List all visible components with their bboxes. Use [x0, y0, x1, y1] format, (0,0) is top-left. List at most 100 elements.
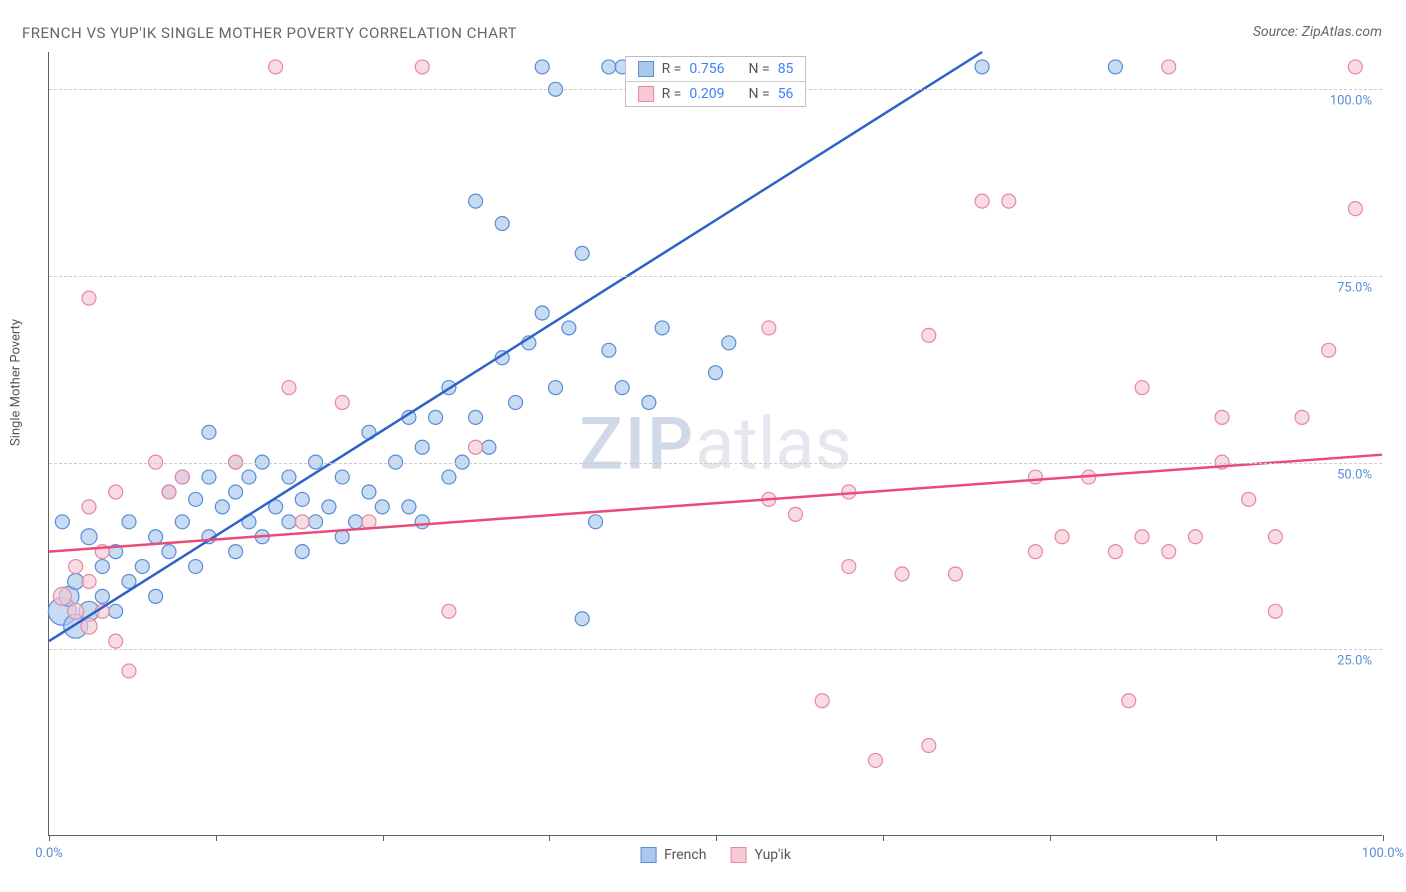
data-point: [1268, 530, 1282, 544]
legend-swatch: [638, 86, 654, 102]
data-point: [1055, 530, 1069, 544]
data-point: [282, 470, 296, 484]
legend-label: Yup'ik: [754, 847, 790, 863]
legend-n-value: 85: [778, 61, 794, 77]
data-point: [362, 485, 376, 499]
data-point: [202, 470, 216, 484]
legend-swatch: [640, 847, 656, 863]
x-tick: [1383, 835, 1384, 841]
gridline: [49, 276, 1382, 277]
data-point: [655, 321, 669, 335]
data-point: [95, 560, 109, 574]
y-tick-label: 75.0%: [1337, 281, 1372, 296]
data-point: [162, 545, 176, 559]
data-point: [948, 567, 962, 581]
data-point: [589, 515, 603, 529]
data-point: [109, 634, 123, 648]
legend-row: R =0.756N =85: [626, 57, 806, 82]
data-point: [562, 321, 576, 335]
data-point: [68, 573, 84, 589]
legend-r-value: 0.209: [689, 86, 724, 102]
data-point: [495, 217, 509, 231]
data-point: [1322, 343, 1336, 357]
data-point: [762, 321, 776, 335]
legend-series: French Yup'ik: [640, 847, 791, 863]
data-point: [1108, 545, 1122, 559]
data-point: [68, 603, 84, 619]
data-point: [1295, 410, 1309, 424]
data-point: [922, 328, 936, 342]
data-point: [335, 395, 349, 409]
data-point: [402, 500, 416, 514]
data-point: [362, 515, 376, 529]
data-point: [442, 604, 456, 618]
x-tick: [716, 835, 717, 841]
legend-swatch: [638, 61, 654, 77]
plot-area: ZIPatlas R =0.756N =85R =0.209N =56 Fren…: [48, 52, 1382, 836]
data-point: [815, 694, 829, 708]
y-axis-label: Single Mother Poverty: [9, 319, 24, 446]
gridline: [49, 649, 1382, 650]
data-point: [709, 366, 723, 380]
legend-correlation: R =0.756N =85R =0.209N =56: [625, 56, 807, 107]
data-point: [149, 530, 163, 544]
data-point: [469, 440, 483, 454]
data-point: [415, 60, 429, 74]
data-point: [575, 246, 589, 260]
data-point: [1028, 545, 1042, 559]
legend-label: French: [664, 847, 706, 863]
data-point: [202, 425, 216, 439]
data-point: [269, 60, 283, 74]
data-point: [575, 612, 589, 626]
data-point: [722, 336, 736, 350]
data-point: [429, 410, 443, 424]
data-point: [82, 500, 96, 514]
x-tick: [383, 835, 384, 841]
legend-item: Yup'ik: [730, 847, 790, 863]
data-point: [229, 485, 243, 499]
data-point: [229, 545, 243, 559]
data-point: [95, 589, 109, 603]
data-point: [122, 515, 136, 529]
data-point: [55, 515, 69, 529]
legend-r-label: R =: [662, 61, 682, 77]
data-point: [349, 515, 363, 529]
data-point: [482, 440, 496, 454]
data-point: [1348, 60, 1362, 74]
data-point: [1162, 60, 1176, 74]
data-point: [242, 470, 256, 484]
data-point: [295, 545, 309, 559]
data-point: [1242, 492, 1256, 506]
x-tick: [1050, 835, 1051, 841]
data-point: [535, 60, 549, 74]
data-point: [842, 560, 856, 574]
data-point: [282, 515, 296, 529]
legend-row: R =0.209N =56: [626, 82, 806, 106]
data-point: [895, 567, 909, 581]
data-point: [175, 515, 189, 529]
data-point: [535, 306, 549, 320]
data-point: [82, 574, 96, 588]
chart-source: Source: ZipAtlas.com: [1253, 24, 1382, 40]
data-point: [335, 470, 349, 484]
data-point: [1135, 381, 1149, 395]
data-point: [509, 395, 523, 409]
data-point: [309, 515, 323, 529]
data-point: [975, 60, 989, 74]
data-point: [1268, 604, 1282, 618]
data-point: [442, 470, 456, 484]
data-point: [415, 515, 429, 529]
legend-r-value: 0.756: [689, 61, 724, 77]
data-point: [1348, 202, 1362, 216]
data-point: [295, 515, 309, 529]
data-point: [69, 560, 83, 574]
legend-n-value: 56: [778, 86, 794, 102]
data-point: [602, 60, 616, 74]
x-tick-label: 0.0%: [35, 846, 63, 861]
x-tick-label: 100.0%: [1362, 846, 1404, 861]
data-point: [295, 492, 309, 506]
x-tick: [216, 835, 217, 841]
y-tick-label: 100.0%: [1330, 94, 1372, 109]
data-point: [1122, 694, 1136, 708]
legend-swatch: [730, 847, 746, 863]
